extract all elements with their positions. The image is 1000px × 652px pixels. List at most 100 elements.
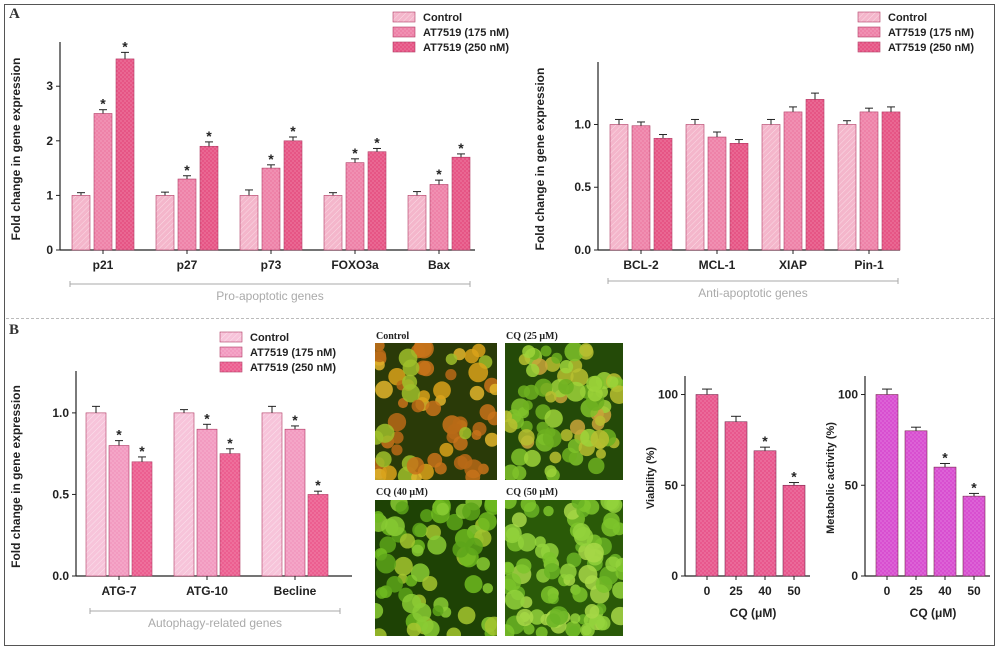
bar — [707, 136, 727, 251]
bar — [783, 111, 803, 251]
significance-marker: * — [290, 123, 296, 139]
panel-divider — [6, 318, 994, 319]
micrograph-label: CQ (25 μM) — [506, 331, 558, 342]
group-label: Pro-apoptotic genes — [216, 289, 323, 303]
legend-swatch — [219, 331, 243, 343]
bar — [367, 151, 387, 251]
micrograph-cq-25 — [505, 343, 623, 480]
significance-marker: * — [206, 128, 212, 144]
legend-swatch — [857, 11, 881, 23]
legend-label: Control — [423, 12, 462, 24]
significance-marker: * — [122, 38, 128, 54]
bar — [219, 453, 241, 577]
legend-swatch — [392, 26, 416, 38]
bar — [805, 99, 825, 251]
legend-label: AT7519 (175 nM) — [423, 27, 509, 39]
bar — [261, 412, 283, 577]
significance-marker: * — [971, 479, 977, 495]
significance-marker: * — [268, 151, 274, 167]
bar — [933, 466, 957, 577]
legend-label: AT7519 (250 nM) — [250, 362, 336, 374]
legend-swatch — [219, 361, 243, 373]
autophagy-chart: 0.0 0.5 1.0 Fold change in gene expression *… — [9, 331, 352, 630]
y-tick-label: 50 — [845, 478, 859, 492]
y-axis-label: Fold change in gene expression — [533, 68, 547, 251]
x-tick-label: Becline — [274, 584, 317, 598]
bar — [85, 412, 107, 577]
y-axis-label: Metabolic activity (%) — [825, 422, 837, 534]
x-tick-label: 40 — [938, 584, 952, 598]
bar — [307, 494, 329, 577]
significance-marker: * — [942, 449, 948, 465]
x-tick-label: ATG-10 — [186, 584, 228, 598]
x-tick-label: p73 — [261, 258, 282, 272]
significance-marker: * — [352, 145, 358, 161]
figure-frame — [4, 4, 995, 646]
y-tick-label: 100 — [838, 388, 858, 402]
pro-apoptotic-chart: 0 1 2 3 Fold change in gene expression * * p21 *… — [9, 11, 509, 303]
y-axis-label: Fold change in gene expression — [9, 58, 23, 241]
bar — [199, 145, 219, 251]
x-tick-label: 50 — [787, 584, 801, 598]
bar — [429, 184, 449, 251]
micrograph-label: CQ (50 μM) — [506, 487, 558, 498]
significance-marker: * — [374, 134, 380, 150]
significance-marker: * — [100, 96, 106, 112]
bar — [904, 430, 928, 577]
group-label: Anti-apoptotic genes — [698, 286, 807, 300]
bar — [115, 58, 135, 251]
viability-chart: 0 50 100 Viability (%) 0 25 * 40 * 50 CQ (μM) — [645, 376, 810, 620]
x-tick-label: XIAP — [779, 258, 807, 272]
bar — [71, 195, 91, 251]
x-tick-label: ATG-7 — [101, 584, 136, 598]
micrograph-label: Control — [376, 331, 410, 342]
y-tick-label: 0 — [46, 243, 53, 257]
y-tick-label: 1.0 — [52, 406, 69, 420]
bar — [609, 124, 629, 251]
bar — [881, 111, 901, 251]
bar — [631, 125, 651, 251]
metabolic-chart: 0 50 100 Metabolic activity (%) 0 25 * 40 * 50 CQ … — [825, 376, 990, 620]
significance-marker: * — [204, 410, 210, 426]
group-label: Autophagy-related genes — [148, 616, 282, 630]
x-tick-label: MCL-1 — [699, 258, 736, 272]
legend-label: AT7519 (250 nM) — [888, 42, 974, 54]
x-tick-label: p27 — [177, 258, 198, 272]
bar — [131, 461, 153, 577]
significance-marker: * — [791, 469, 797, 485]
legend-swatch — [857, 26, 881, 38]
bar — [653, 137, 673, 251]
significance-marker: * — [227, 435, 233, 451]
bar — [837, 124, 857, 251]
legend-label: AT7519 (250 nM) — [423, 42, 509, 54]
y-tick-label: 1.0 — [574, 117, 591, 131]
y-tick-label: 0.5 — [52, 487, 69, 501]
bar — [173, 412, 195, 577]
bar — [93, 113, 113, 251]
x-tick-label: p21 — [93, 258, 114, 272]
y-tick-label: 3 — [46, 79, 53, 93]
bar — [859, 111, 879, 251]
bar — [177, 178, 197, 251]
bar — [323, 195, 343, 251]
y-tick-label: 2 — [46, 134, 53, 148]
bar — [761, 124, 781, 251]
legend-swatch — [857, 41, 881, 53]
y-axis-label: Viability (%) — [645, 447, 657, 509]
bar — [261, 167, 281, 251]
legend-label: AT7519 (175 nM) — [250, 347, 336, 359]
anti-apoptotic-chart: 0.0 0.5 1.0 Fold change in gene expression B… — [533, 11, 974, 300]
y-tick-label: 0.5 — [574, 180, 591, 194]
significance-marker: * — [292, 412, 298, 428]
x-tick-label: 0 — [884, 584, 891, 598]
x-tick-label: 0 — [704, 584, 711, 598]
micrograph-label: CQ (40 μM) — [376, 487, 428, 498]
x-axis-label: CQ (μM) — [730, 606, 777, 620]
panel-b-label: B — [9, 322, 20, 338]
x-tick-label: 25 — [909, 584, 923, 598]
bar — [283, 140, 303, 251]
significance-marker: * — [436, 166, 442, 182]
x-tick-label: Pin-1 — [854, 258, 884, 272]
significance-marker: * — [139, 443, 145, 459]
y-tick-label: 0.0 — [52, 569, 69, 583]
